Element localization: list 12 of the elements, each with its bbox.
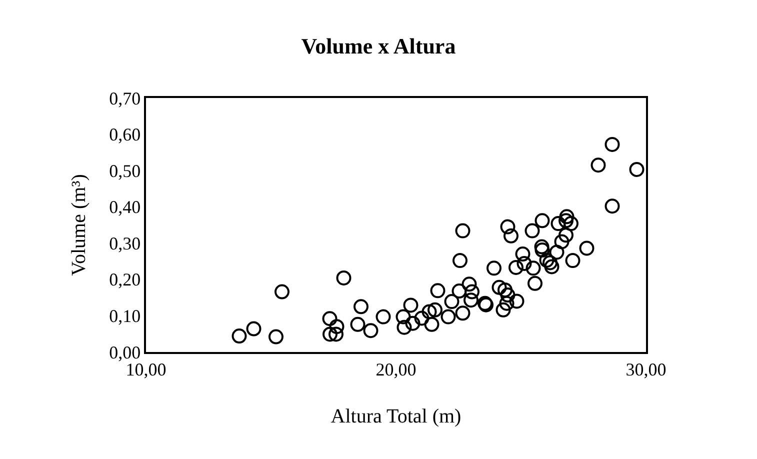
y-tick-label: 0,70: [109, 88, 141, 108]
y-tick-label: 0,60: [109, 124, 141, 145]
x-tick-label: 20,00: [376, 359, 416, 380]
x-axis-title: Altura Total (m): [330, 405, 462, 428]
y-tick-label: 0,30: [109, 233, 141, 254]
y-tick-label: 0,50: [109, 160, 141, 181]
y-tick-label: 0,20: [109, 270, 141, 290]
y-axis-title: Volume (m³): [68, 174, 90, 276]
chart-title: Volume x Altura: [301, 34, 456, 59]
x-tick-label: 30,00: [626, 359, 666, 380]
y-tick-label: 0,10: [109, 306, 141, 326]
y-tick-label: 0,40: [109, 197, 141, 218]
